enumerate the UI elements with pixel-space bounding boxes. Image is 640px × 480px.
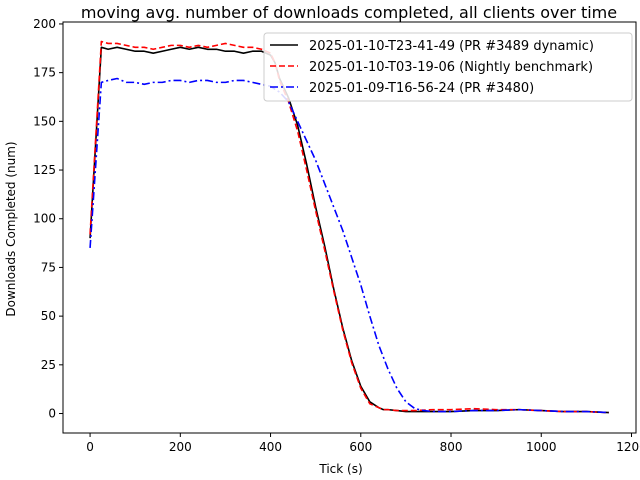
y-tick-label: 175 xyxy=(33,66,56,80)
legend-label-2: 2025-01-10-T03-19-06 (Nightly benchmark) xyxy=(309,60,593,75)
y-axis-label: Downloads Completed (num) xyxy=(4,141,18,316)
y-tick-label: 50 xyxy=(41,309,56,323)
x-tick-label: 400 xyxy=(259,440,282,454)
chart-title: moving avg. number of downloads complete… xyxy=(81,3,617,22)
x-tick-label: 600 xyxy=(349,440,372,454)
x-tick-label: 800 xyxy=(440,440,463,454)
legend-box xyxy=(263,32,633,102)
y-tick-label: 125 xyxy=(33,163,56,177)
y-tick-label: 200 xyxy=(33,17,56,31)
x-tick-label: 200 xyxy=(169,440,192,454)
legend-label-1: 2025-01-10-T23-41-49 (PR #3489 dynamic) xyxy=(309,39,594,54)
legend: 2025-01-10-T23-41-49 (PR #3489 dynamic) 2… xyxy=(263,32,633,102)
y-tick-label: 150 xyxy=(33,114,56,128)
axes-frame xyxy=(62,21,637,434)
x-axis-label: Tick (s) xyxy=(318,462,362,476)
series-line-3 xyxy=(89,77,609,414)
series-layer xyxy=(89,40,609,414)
y-tick-label: 100 xyxy=(33,212,56,226)
series-line-1 xyxy=(89,46,609,414)
y-tick-label: 25 xyxy=(41,358,56,372)
legend-label-3: 2025-01-09-T16-56-24 (PR #3480) xyxy=(309,81,534,96)
y-tick-label: 0 xyxy=(48,407,56,421)
y-tick-label: 75 xyxy=(41,260,56,274)
x-tick-label: 1000 xyxy=(526,440,557,454)
series-line-2 xyxy=(89,40,609,414)
x-tick-label: 0 xyxy=(86,440,94,454)
